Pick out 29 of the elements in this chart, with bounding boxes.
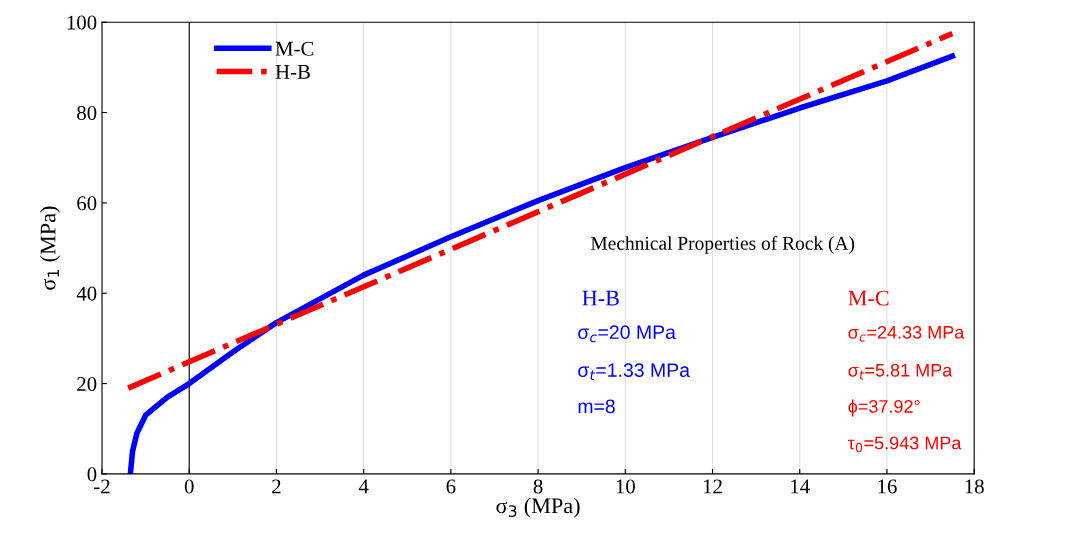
x-tick-label: 6: [446, 479, 456, 494]
x-tick-label: 12: [703, 479, 722, 494]
annotation: σ$_{c}$=24.33 MPa: [848, 325, 965, 342]
x-axis-title: σ$_{3}$ (MPa): [496, 497, 580, 518]
x-tick-label: 8: [533, 479, 543, 494]
y-tick-label: 60: [77, 196, 97, 211]
annotation: M-C: [848, 290, 889, 306]
legend-label: M-C: [275, 41, 314, 56]
legend-label: H-B: [275, 65, 310, 79]
annotation: H-B: [582, 290, 619, 306]
annotation: σ$_{t}$=5.81 MPa: [848, 363, 953, 380]
y-tick-label: 100: [67, 15, 97, 30]
annotation: τ$_{0}$=5.943 MPa: [847, 436, 962, 453]
y-tick-label: 20: [77, 376, 97, 391]
annotation: m=8: [578, 399, 615, 414]
annotation: σ$_{t}$=1.33 MPa: [578, 363, 690, 381]
x-tick-label: 18: [965, 479, 984, 494]
x-tick-label: 2: [272, 479, 281, 494]
annotation: ϕ=37.92°: [848, 399, 920, 417]
y-tick-label: 80: [77, 105, 97, 120]
annotation: Mechnical Properties of Rock (A): [590, 235, 855, 254]
x-tick-label: 10: [616, 479, 635, 494]
x-tick-label: 4: [358, 479, 369, 494]
y-axis-title: σ$_{1}$ (MPa): [39, 206, 61, 290]
y-tick-label: 40: [76, 286, 97, 301]
x-tick-label: 14: [791, 479, 810, 494]
x-tick-label: 16: [878, 479, 897, 494]
x-tick-label: 0: [184, 479, 194, 494]
annotation: σ$_{c}$=20 MPa: [578, 325, 676, 343]
